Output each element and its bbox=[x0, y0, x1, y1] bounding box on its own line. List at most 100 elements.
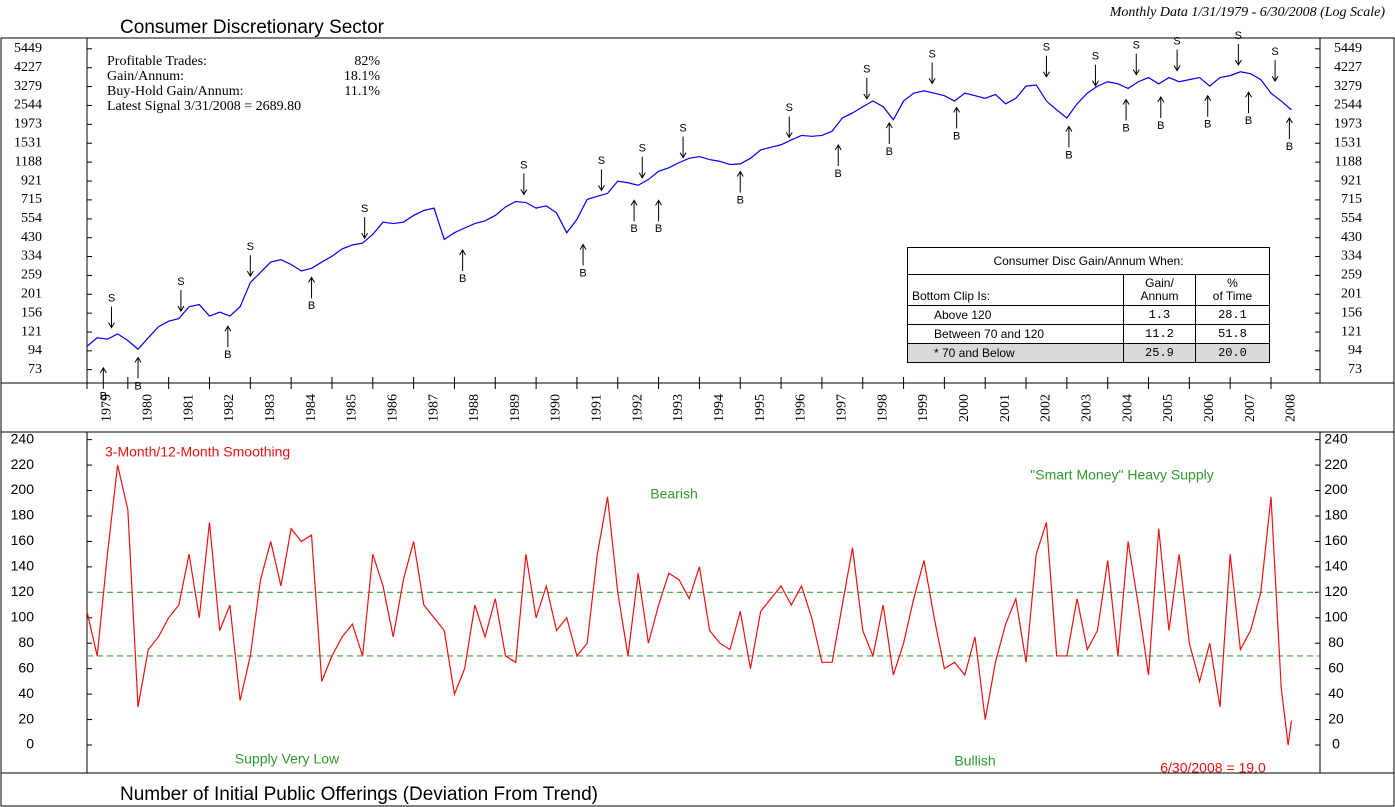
table-cell: Bottom Clip Is: bbox=[907, 274, 1124, 306]
y-tick-label: 201 bbox=[21, 287, 42, 302]
x-tick-label: 1981 bbox=[181, 394, 196, 422]
y-tick-label: 1531 bbox=[14, 135, 42, 150]
signal-label: S bbox=[1043, 42, 1050, 54]
y-tick-label: 180 bbox=[1324, 507, 1348, 523]
table-cell: 51.8 bbox=[1194, 324, 1271, 344]
table-cell: % of Time bbox=[1194, 274, 1271, 306]
x-tick-label: 1985 bbox=[345, 394, 360, 422]
x-tick-label: 1979 bbox=[100, 394, 115, 422]
signal-label: B bbox=[1157, 120, 1164, 132]
x-tick-label: 2001 bbox=[998, 394, 1013, 422]
signal-label: B bbox=[835, 168, 842, 180]
y-tick-label: 259 bbox=[1341, 268, 1362, 283]
table-cell: Gain/ Annum bbox=[1122, 274, 1196, 306]
y-tick-label: 156 bbox=[21, 305, 42, 320]
signal-arrow bbox=[1065, 125, 1073, 148]
table-row: Between 70 and 120 11.2 51.8 bbox=[907, 324, 1271, 344]
signal-arrow bbox=[1204, 94, 1212, 117]
y-tick-label: 0 bbox=[26, 736, 34, 752]
x-tick-label: 1997 bbox=[835, 394, 850, 422]
stat-value: 18.1% bbox=[344, 69, 381, 84]
y-tick-label: 2544 bbox=[1334, 98, 1362, 113]
signal-label: B bbox=[459, 273, 466, 285]
y-tick-label: 94 bbox=[1348, 343, 1362, 358]
y-tick-label: 259 bbox=[21, 268, 42, 283]
y-tick-label: 60 bbox=[1328, 659, 1344, 675]
signal-label: S bbox=[1173, 36, 1180, 48]
signal-arrow bbox=[630, 199, 638, 222]
signal-label: B bbox=[1286, 141, 1293, 153]
signal-arrow bbox=[1132, 53, 1140, 76]
annotation: 6/30/2008 = 19.0 bbox=[1160, 760, 1266, 776]
annotation: Supply Very Low bbox=[235, 751, 340, 767]
signal-arrow bbox=[1122, 98, 1130, 121]
signal-label: S bbox=[1235, 30, 1242, 42]
table-row: Bottom Clip Is: Gain/ Annum% of Time bbox=[907, 274, 1271, 306]
x-tick-label: 1982 bbox=[222, 394, 237, 422]
x-tick-label: 2002 bbox=[1039, 394, 1054, 422]
signal-label: S bbox=[598, 155, 605, 167]
x-tick-label: 1983 bbox=[263, 394, 278, 422]
signal-arrow bbox=[1092, 64, 1099, 87]
y-tick-label: 4227 bbox=[14, 60, 42, 75]
y-tick-label: 3279 bbox=[14, 79, 42, 94]
signal-label: B bbox=[886, 146, 893, 158]
y-tick-label: 3279 bbox=[1334, 79, 1362, 94]
annotation: Bearish bbox=[650, 486, 697, 502]
signal-arrow bbox=[1173, 49, 1181, 72]
y-tick-label: 1188 bbox=[15, 154, 42, 169]
y-tick-label: 140 bbox=[11, 558, 35, 574]
signal-label: S bbox=[786, 102, 793, 114]
table-cell: 1.3 bbox=[1122, 305, 1196, 325]
signal-arrow bbox=[679, 136, 687, 159]
signal-label: S bbox=[1133, 40, 1140, 52]
x-tick-label: 2008 bbox=[1284, 394, 1299, 422]
table-row: Above 120 1.3 28.1 bbox=[907, 305, 1271, 325]
signal-arrow bbox=[308, 276, 315, 299]
stat-value: 82% bbox=[354, 54, 380, 69]
y-tick-label: 1973 bbox=[1334, 117, 1362, 132]
x-tick-label: 1984 bbox=[304, 394, 319, 422]
table-cell: 25.9 bbox=[1122, 343, 1196, 363]
x-tick-label: 1990 bbox=[549, 394, 564, 422]
signal-arrow bbox=[1234, 43, 1242, 66]
y-tick-label: 2544 bbox=[14, 98, 42, 113]
y-tick-label: 40 bbox=[18, 685, 34, 701]
annotation: 3-Month/12-Month Smoothing bbox=[105, 444, 290, 460]
x-tick-label: 2007 bbox=[1243, 394, 1258, 422]
chart-title: Consumer Discretionary Sector bbox=[120, 17, 385, 38]
signal-arrow bbox=[928, 62, 936, 85]
x-tick-label: 2004 bbox=[1120, 394, 1135, 422]
signal-arrow bbox=[785, 116, 793, 139]
x-tick-label: 1989 bbox=[508, 394, 523, 422]
y-tick-label: 120 bbox=[1324, 583, 1348, 599]
y-tick-label: 5449 bbox=[14, 41, 42, 56]
x-tick-label: 2006 bbox=[1202, 394, 1217, 422]
chart-subtitle: Monthly Data 1/31/1979 - 6/30/2008 (Log … bbox=[1109, 5, 1386, 20]
y-tick-label: 5449 bbox=[1334, 41, 1362, 56]
signal-label: B bbox=[1204, 119, 1211, 131]
x-tick-label: 2000 bbox=[957, 394, 972, 422]
signal-arrow bbox=[579, 243, 587, 266]
signal-arrow bbox=[134, 356, 142, 379]
y-tick-label: 715 bbox=[21, 192, 42, 207]
stat-label: Profitable Trades: bbox=[107, 54, 207, 69]
y-tick-label: 715 bbox=[1341, 192, 1362, 207]
y-tick-label: 201 bbox=[1341, 287, 1362, 302]
annotation: "Smart Money" Heavy Supply bbox=[1030, 467, 1213, 483]
x-tick-label: 2003 bbox=[1080, 394, 1095, 422]
y-tick-label: 1531 bbox=[1334, 135, 1362, 150]
y-tick-label: 1188 bbox=[1335, 154, 1362, 169]
x-tick-label: 1996 bbox=[794, 394, 809, 422]
y-tick-label: 180 bbox=[11, 507, 35, 523]
signal-arrow bbox=[108, 306, 115, 329]
y-tick-label: 121 bbox=[1341, 324, 1362, 339]
y-tick-label: 160 bbox=[11, 532, 35, 548]
stats-table: Consumer Disc Gain/Annum When: Bottom Cli… bbox=[907, 247, 1271, 363]
signal-label: S bbox=[1271, 46, 1278, 58]
signal-arrow bbox=[638, 156, 646, 179]
signal-label: B bbox=[953, 130, 960, 142]
table-cell: 11.2 bbox=[1122, 324, 1196, 344]
signal-arrow bbox=[598, 169, 605, 192]
